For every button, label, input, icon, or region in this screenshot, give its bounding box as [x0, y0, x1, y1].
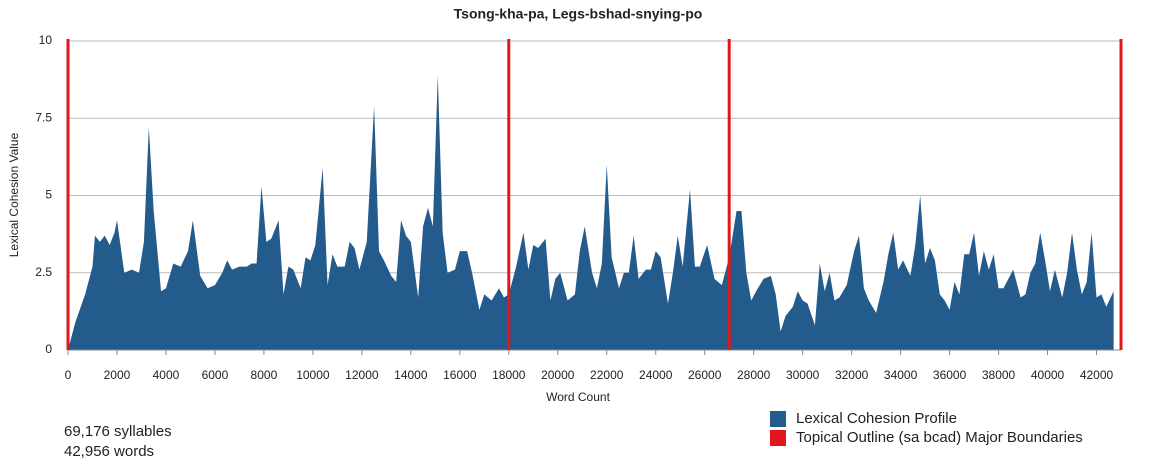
x-tick-label: 0 — [65, 368, 72, 382]
x-tick-label: 30000 — [786, 368, 820, 382]
x-tick-label: 36000 — [933, 368, 967, 382]
x-tick-label: 38000 — [982, 368, 1016, 382]
legend-swatch — [770, 430, 786, 446]
x-tick-label: 22000 — [590, 368, 624, 382]
x-tick-label: 14000 — [394, 368, 428, 382]
x-tick-label: 28000 — [737, 368, 771, 382]
x-tick-label: 32000 — [835, 368, 869, 382]
note: 69,176 syllables — [64, 423, 172, 440]
x-tick-label: 2000 — [104, 368, 131, 382]
x-tick-label: 10000 — [296, 368, 330, 382]
x-tick-label: 26000 — [688, 368, 722, 382]
area — [68, 74, 1114, 351]
x-tick-label: 4000 — [153, 368, 180, 382]
legend-swatch — [770, 411, 786, 427]
x-tick-label: 18000 — [492, 368, 526, 382]
y-tick-label: 7.5 — [35, 110, 52, 124]
legend-label: Topical Outline (sa bcad) Major Boundari… — [796, 429, 1083, 446]
x-axis-label: Word Count — [546, 390, 610, 404]
x-tick-label: 20000 — [541, 368, 575, 382]
x-tick-label: 24000 — [639, 368, 673, 382]
y-tick-label: 10 — [39, 33, 53, 47]
x-tick-label: 42000 — [1080, 368, 1114, 382]
y-tick-label: 2.5 — [35, 265, 52, 279]
x-tick-label: 6000 — [202, 368, 229, 382]
x-tick-label: 8000 — [251, 368, 278, 382]
x-tick-label: 34000 — [884, 368, 918, 382]
x-tick-label: 16000 — [443, 368, 477, 382]
note: 42,956 words — [64, 443, 154, 460]
y-tick-label: 5 — [45, 188, 52, 202]
y-axis-label: Lexical Cohesion Value — [7, 132, 21, 257]
x-tick-label: 40000 — [1031, 368, 1065, 382]
x-tick-label: 12000 — [345, 368, 379, 382]
legend-label: Lexical Cohesion Profile — [796, 410, 957, 427]
chart-title: Tsong-kha-pa, Legs-bshad-snying-po — [454, 6, 703, 22]
y-tick-label: 0 — [45, 342, 52, 356]
